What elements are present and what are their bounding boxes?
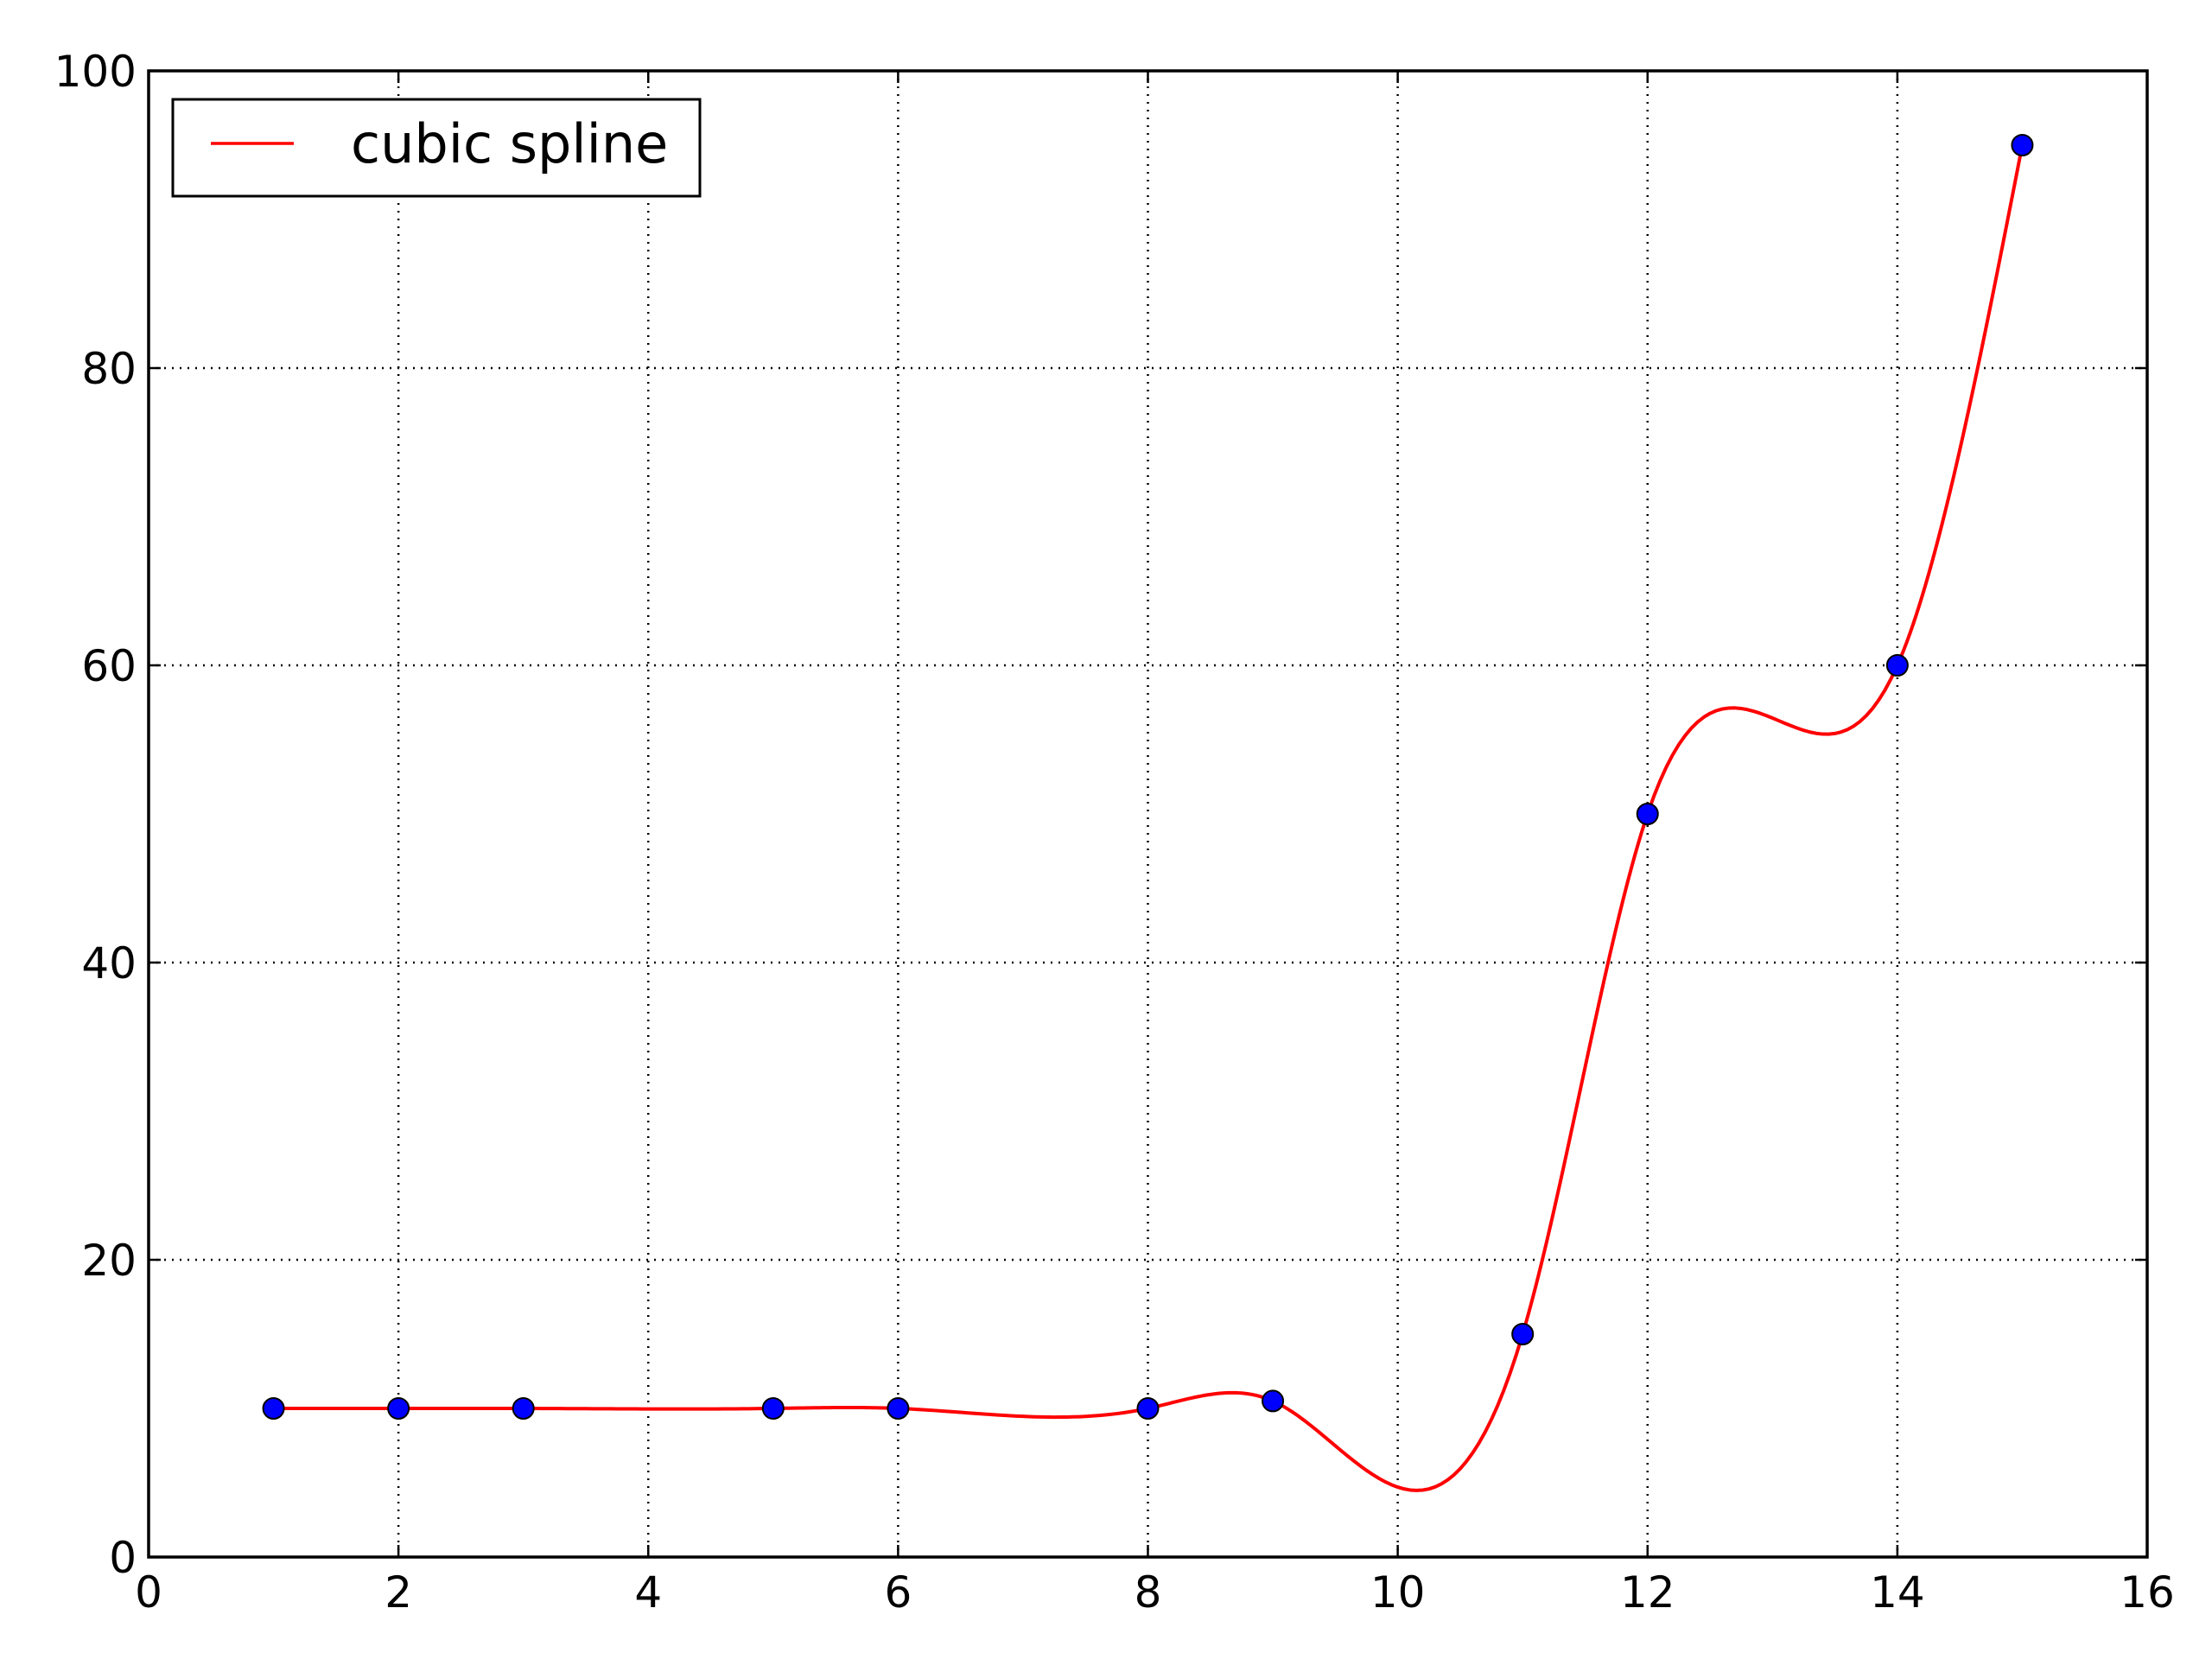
x-tick-label: 4 bbox=[634, 1567, 662, 1618]
data-points bbox=[262, 134, 2034, 1420]
data-point bbox=[1885, 654, 1909, 677]
x-tick-label: 0 bbox=[135, 1567, 162, 1618]
data-point bbox=[1511, 1323, 1535, 1345]
y-tick-label: 0 bbox=[109, 1533, 137, 1583]
data-point bbox=[1262, 1389, 1285, 1413]
axis-ticks bbox=[147, 69, 2149, 1559]
data-point bbox=[2011, 134, 2034, 156]
legend: cubic spline bbox=[171, 98, 702, 198]
y-tick-label: 80 bbox=[81, 344, 137, 394]
x-tick-label: 14 bbox=[1870, 1567, 1925, 1618]
x-tick-label: 2 bbox=[385, 1567, 412, 1618]
x-tick-label: 6 bbox=[884, 1567, 912, 1618]
x-tick-label: 10 bbox=[1370, 1567, 1426, 1618]
data-point bbox=[1636, 803, 1659, 825]
grid-lines bbox=[149, 71, 2147, 1557]
y-tick-label: 100 bbox=[54, 47, 137, 97]
data-point bbox=[887, 1397, 910, 1420]
legend-label-cubic-spline: cubic spline bbox=[351, 112, 668, 175]
y-tick-label: 60 bbox=[81, 641, 137, 691]
y-tick-label: 40 bbox=[81, 938, 137, 988]
data-point bbox=[387, 1397, 410, 1420]
data-point bbox=[512, 1397, 535, 1420]
data-point bbox=[1136, 1397, 1160, 1420]
data-point bbox=[761, 1397, 785, 1420]
x-tick-label: 8 bbox=[1135, 1567, 1162, 1618]
x-tick-labels: 0 2 4 6 8 10 12 14 16 bbox=[135, 1567, 2175, 1618]
y-tick-label: 20 bbox=[81, 1236, 137, 1286]
legend-box bbox=[171, 98, 702, 198]
x-tick-label: 12 bbox=[1620, 1567, 1675, 1618]
x-tick-label: 16 bbox=[2120, 1567, 2175, 1618]
data-point bbox=[262, 1397, 285, 1420]
y-tick-labels: 0 20 40 60 80 100 bbox=[54, 47, 137, 1583]
